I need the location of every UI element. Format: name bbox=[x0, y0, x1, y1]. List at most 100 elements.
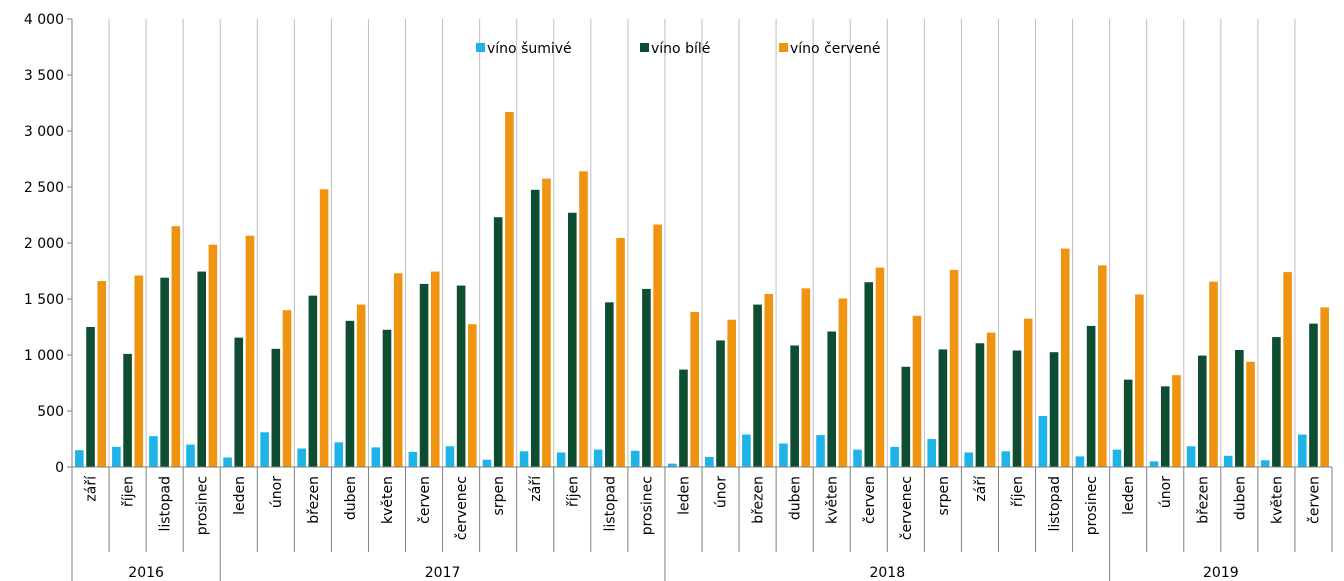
bar bbox=[1197, 355, 1207, 467]
bar bbox=[690, 311, 699, 467]
x-tick-label: říjen bbox=[1010, 476, 1026, 507]
bar bbox=[308, 295, 318, 467]
y-tick-label: 500 bbox=[37, 404, 64, 420]
bar bbox=[705, 456, 714, 467]
y-tick-label: 0 bbox=[55, 460, 64, 476]
bar bbox=[864, 282, 874, 467]
bar bbox=[1223, 455, 1233, 467]
bar bbox=[1272, 337, 1281, 467]
bar bbox=[1098, 265, 1107, 467]
bar bbox=[223, 457, 232, 467]
bar bbox=[234, 337, 244, 467]
legend: víno šumivé víno bílé víno červené bbox=[476, 41, 881, 57]
bar bbox=[667, 463, 677, 467]
bar bbox=[567, 212, 577, 467]
legend-swatch-cervene bbox=[779, 43, 788, 52]
bar bbox=[112, 446, 121, 467]
x-tick-label: prosinec bbox=[639, 476, 655, 535]
bar bbox=[468, 324, 477, 467]
bar bbox=[838, 298, 848, 467]
x-tick-label: červenec bbox=[454, 476, 470, 540]
bar bbox=[779, 443, 788, 467]
bars-layer bbox=[75, 111, 1329, 468]
bar bbox=[1209, 281, 1218, 467]
bar bbox=[653, 224, 662, 467]
bar bbox=[593, 449, 603, 467]
bar bbox=[630, 450, 640, 467]
bar bbox=[949, 269, 959, 467]
x-tick-label: prosinec bbox=[195, 476, 211, 535]
bar bbox=[938, 349, 948, 467]
y-tick-label: 4 000 bbox=[24, 12, 64, 28]
x-tick-label: srpen bbox=[936, 476, 952, 515]
bar bbox=[975, 343, 985, 467]
bar bbox=[727, 319, 737, 467]
bar bbox=[1235, 349, 1244, 467]
bar bbox=[445, 446, 455, 467]
bar bbox=[530, 189, 540, 468]
bar bbox=[1297, 434, 1307, 467]
x-tick-label: leden bbox=[676, 476, 692, 515]
bar bbox=[542, 178, 551, 467]
bar bbox=[382, 329, 392, 467]
x-tick-label: leden bbox=[1121, 476, 1137, 515]
bar bbox=[790, 345, 799, 467]
bar bbox=[1172, 375, 1181, 467]
year-label: 2016 bbox=[128, 565, 164, 581]
bar bbox=[86, 327, 95, 467]
bar bbox=[345, 320, 355, 467]
x-tick-label: únor bbox=[269, 476, 285, 508]
bar bbox=[505, 111, 514, 468]
y-tick-label: 1 500 bbox=[24, 292, 64, 308]
y-tick-label: 3 500 bbox=[24, 68, 64, 84]
x-tick-label: červen bbox=[1306, 476, 1322, 524]
x-tick-label: březen bbox=[306, 476, 322, 524]
bar bbox=[1001, 451, 1011, 467]
bar bbox=[260, 432, 269, 467]
x-tick-label: červenec bbox=[899, 476, 915, 540]
bar bbox=[1186, 446, 1196, 467]
bar bbox=[1309, 323, 1318, 467]
bar bbox=[319, 189, 329, 468]
bar bbox=[408, 451, 418, 467]
bar bbox=[801, 288, 811, 467]
bar bbox=[742, 434, 751, 467]
bar bbox=[1086, 325, 1096, 467]
bar bbox=[890, 446, 899, 467]
bar bbox=[927, 439, 936, 467]
bar bbox=[901, 366, 911, 467]
y-tick-label: 2 000 bbox=[24, 236, 64, 252]
bar bbox=[1246, 361, 1255, 467]
year-label: 2017 bbox=[425, 565, 461, 581]
bar bbox=[616, 237, 625, 467]
bar bbox=[245, 235, 255, 467]
bar bbox=[297, 448, 306, 467]
legend-swatch-bile bbox=[640, 43, 649, 52]
bar bbox=[1149, 461, 1159, 467]
bar bbox=[1112, 449, 1122, 467]
bar bbox=[964, 452, 974, 467]
legend-swatch-sumive bbox=[476, 43, 485, 52]
bar bbox=[456, 285, 466, 467]
bar bbox=[519, 451, 529, 467]
x-tick-label: duben bbox=[1232, 476, 1248, 520]
bar bbox=[1038, 416, 1048, 467]
y-tick-label: 1 000 bbox=[24, 348, 64, 364]
axis-layer: 0 500 1 000 1 500 2 000 2 500 3 000 3 500 4 000 z… bbox=[24, 12, 1333, 581]
x-tick-label: duben bbox=[343, 476, 359, 520]
x-tick-label: září bbox=[84, 475, 100, 502]
bar bbox=[430, 271, 440, 467]
bar bbox=[579, 171, 588, 467]
bar bbox=[1260, 460, 1270, 467]
x-tick-label: únor bbox=[714, 476, 730, 508]
bar bbox=[97, 281, 107, 467]
bar bbox=[334, 442, 344, 467]
x-tick-label: listopad bbox=[158, 476, 174, 531]
x-tick-label: květen bbox=[825, 476, 841, 524]
bar bbox=[356, 304, 366, 467]
x-tick-label: říjen bbox=[121, 476, 137, 507]
bar bbox=[1023, 318, 1033, 467]
bar bbox=[171, 226, 181, 467]
bar bbox=[493, 217, 503, 467]
x-tick-label: říjen bbox=[565, 476, 581, 507]
